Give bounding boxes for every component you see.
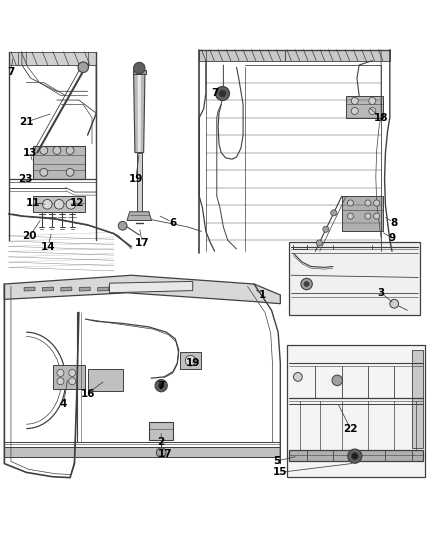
Text: 8: 8 — [391, 217, 398, 228]
Polygon shape — [53, 365, 85, 389]
Text: 9: 9 — [389, 233, 396, 243]
Polygon shape — [88, 369, 123, 391]
Text: 12: 12 — [69, 198, 84, 208]
Polygon shape — [134, 71, 145, 152]
Text: 13: 13 — [22, 148, 37, 158]
Circle shape — [331, 210, 337, 216]
Text: 22: 22 — [343, 424, 358, 433]
Text: 19: 19 — [129, 174, 143, 184]
Circle shape — [369, 108, 376, 115]
Text: 5: 5 — [273, 456, 280, 466]
Circle shape — [365, 213, 371, 219]
Circle shape — [185, 356, 196, 366]
Circle shape — [348, 449, 362, 463]
Polygon shape — [133, 70, 146, 74]
Text: 1: 1 — [259, 290, 266, 300]
Text: 7: 7 — [7, 67, 14, 77]
Circle shape — [293, 373, 302, 381]
Circle shape — [155, 379, 167, 392]
Circle shape — [347, 200, 353, 206]
Circle shape — [57, 378, 64, 385]
Circle shape — [304, 281, 309, 287]
Circle shape — [53, 147, 61, 155]
Circle shape — [219, 90, 226, 97]
Polygon shape — [289, 450, 423, 462]
Circle shape — [69, 369, 76, 376]
Polygon shape — [33, 197, 85, 212]
Polygon shape — [285, 50, 390, 61]
Polygon shape — [137, 152, 142, 214]
Circle shape — [40, 168, 48, 176]
Text: 6: 6 — [170, 217, 177, 228]
Polygon shape — [98, 287, 109, 291]
Polygon shape — [180, 352, 201, 369]
Polygon shape — [289, 243, 420, 314]
Polygon shape — [346, 96, 383, 118]
Polygon shape — [33, 146, 85, 179]
Polygon shape — [4, 275, 280, 304]
Circle shape — [374, 200, 380, 206]
Text: 20: 20 — [22, 231, 37, 241]
Text: 14: 14 — [41, 242, 56, 252]
Text: 17: 17 — [135, 238, 150, 248]
Polygon shape — [24, 287, 35, 291]
Circle shape — [347, 213, 353, 219]
Polygon shape — [79, 287, 90, 291]
Circle shape — [42, 199, 52, 209]
Circle shape — [57, 369, 64, 376]
Circle shape — [66, 147, 74, 155]
Circle shape — [66, 168, 74, 176]
Text: 7: 7 — [158, 381, 165, 391]
Circle shape — [316, 240, 322, 246]
Polygon shape — [138, 74, 141, 152]
Polygon shape — [61, 287, 72, 291]
Polygon shape — [110, 281, 193, 293]
Text: 18: 18 — [374, 112, 389, 123]
Text: 17: 17 — [158, 449, 173, 459]
Text: 21: 21 — [19, 117, 34, 127]
Polygon shape — [116, 287, 127, 291]
Circle shape — [134, 62, 145, 74]
Circle shape — [323, 226, 329, 232]
Circle shape — [54, 199, 64, 209]
Text: 2: 2 — [158, 437, 165, 447]
Circle shape — [369, 98, 376, 104]
Text: 4: 4 — [60, 399, 67, 409]
Circle shape — [351, 453, 358, 459]
Text: 23: 23 — [18, 174, 33, 184]
Circle shape — [78, 62, 88, 72]
Circle shape — [351, 108, 358, 115]
Circle shape — [69, 378, 76, 385]
Circle shape — [365, 200, 371, 206]
Text: 11: 11 — [25, 198, 40, 208]
Circle shape — [301, 278, 312, 290]
Circle shape — [351, 98, 358, 104]
Polygon shape — [9, 52, 96, 65]
Circle shape — [215, 86, 230, 101]
Circle shape — [390, 300, 399, 308]
Circle shape — [156, 448, 166, 457]
Circle shape — [118, 221, 127, 230]
Circle shape — [374, 213, 380, 219]
Polygon shape — [149, 422, 173, 440]
Text: 16: 16 — [80, 389, 95, 399]
Circle shape — [40, 147, 48, 155]
Polygon shape — [342, 197, 383, 231]
Circle shape — [158, 383, 164, 389]
Circle shape — [332, 375, 343, 386]
Text: 19: 19 — [186, 358, 200, 368]
Polygon shape — [42, 287, 53, 291]
Polygon shape — [127, 212, 152, 221]
Text: 15: 15 — [273, 467, 288, 478]
Polygon shape — [412, 350, 423, 448]
Polygon shape — [199, 50, 285, 61]
Text: 7: 7 — [211, 88, 218, 99]
Text: 3: 3 — [378, 288, 385, 298]
Polygon shape — [4, 447, 280, 457]
Polygon shape — [287, 345, 425, 477]
Circle shape — [66, 199, 76, 209]
